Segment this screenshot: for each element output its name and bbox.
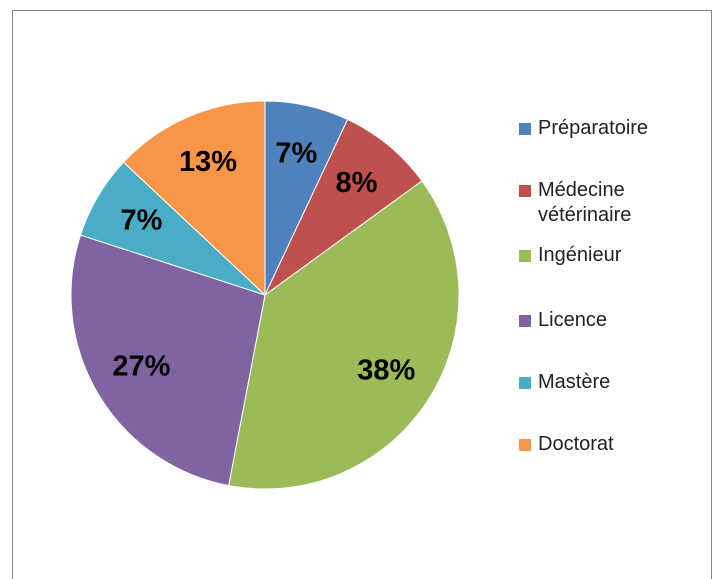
legend-label: Préparatoire bbox=[538, 117, 649, 139]
legend-swatch bbox=[519, 250, 531, 262]
legend-label: Licence bbox=[538, 309, 607, 331]
data-label: 38% bbox=[357, 355, 415, 387]
legend-item: Préparatoire bbox=[519, 116, 648, 141]
legend-swatch bbox=[519, 185, 531, 197]
legend-label: Ingénieur bbox=[538, 244, 622, 266]
legend-label: Doctorat bbox=[538, 433, 614, 455]
legend-swatch bbox=[519, 439, 531, 451]
legend-swatch bbox=[519, 123, 531, 135]
legend-label: Médecine vétérinaire bbox=[538, 179, 632, 226]
pie-slice bbox=[122, 100, 266, 297]
legend-swatch bbox=[519, 315, 531, 327]
pie-slice bbox=[228, 180, 460, 490]
legend-label: Mastère bbox=[538, 371, 611, 393]
data-label: 13% bbox=[179, 146, 237, 178]
data-label: 27% bbox=[112, 351, 170, 383]
data-label: 7% bbox=[120, 205, 162, 237]
data-label: 8% bbox=[336, 167, 378, 199]
pie-slice bbox=[264, 118, 423, 296]
legend-item: Doctorat bbox=[519, 432, 614, 457]
legend-item: Médecine vétérinaire bbox=[519, 178, 679, 228]
legend-item: Ingénieur bbox=[519, 243, 621, 268]
data-label: 7% bbox=[275, 138, 317, 170]
pie-slice bbox=[70, 234, 266, 487]
legend-item: Licence bbox=[519, 308, 607, 333]
legend-item: Mastère bbox=[519, 370, 610, 395]
legend-swatch bbox=[519, 377, 531, 389]
